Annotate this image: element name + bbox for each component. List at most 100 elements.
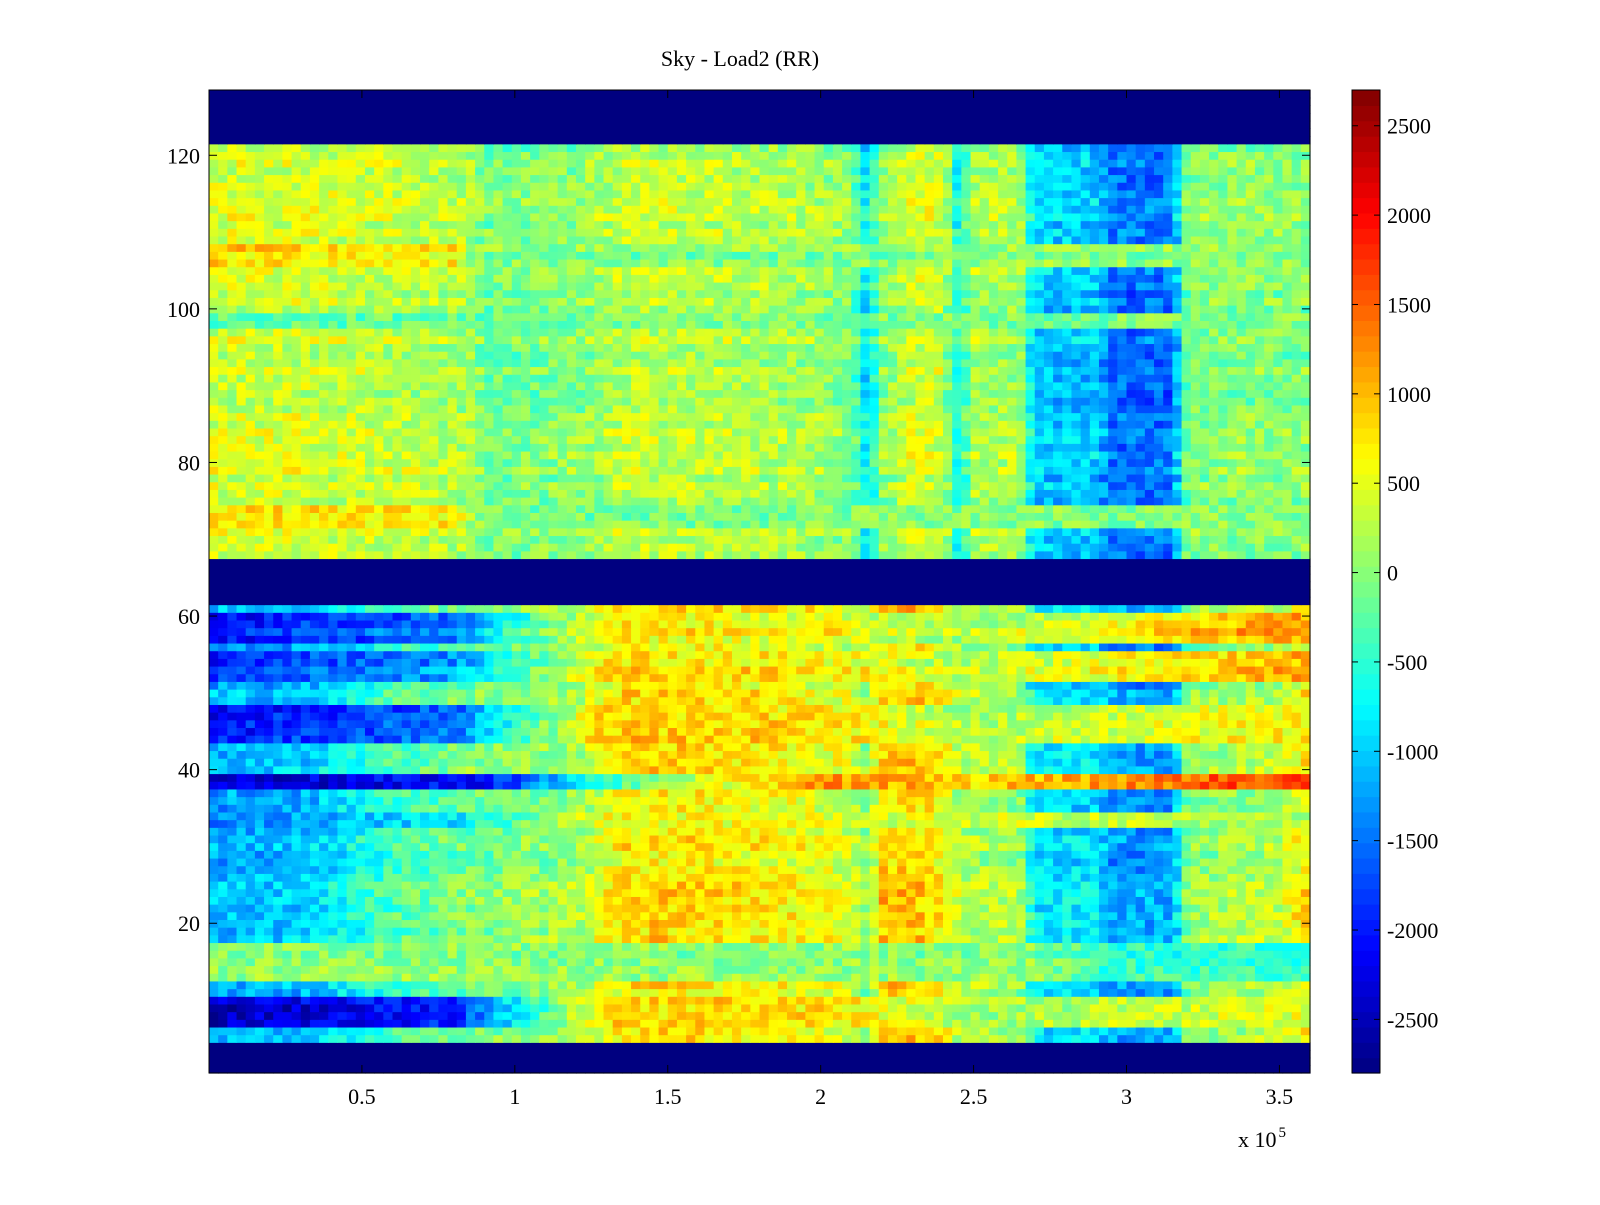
heatmap-cell [282, 1026, 293, 1036]
heatmap-cell [695, 857, 706, 867]
heatmap-cell [631, 865, 641, 874]
heatmap-cell [1062, 842, 1073, 851]
heatmap-cell [777, 888, 788, 897]
heatmap-cell [594, 850, 605, 859]
heatmap-cell [548, 865, 559, 874]
heatmap-cell [1218, 796, 1229, 805]
heatmap-cell [1227, 842, 1238, 851]
heatmap-cell [695, 973, 706, 982]
heatmap-cell [328, 973, 339, 982]
heatmap-cell [842, 1065, 852, 1074]
heatmap-cell [1034, 819, 1045, 828]
heatmap-cell [1163, 1011, 1173, 1020]
heatmap-cell [887, 996, 898, 1005]
heatmap-cell [1053, 873, 1063, 882]
heatmap-cell [970, 811, 981, 821]
heatmap-cell [1282, 996, 1293, 1005]
heatmap-cell [475, 857, 485, 867]
heatmap-cell [1273, 904, 1284, 913]
heatmap-cell [456, 1019, 467, 1028]
heatmap-cell [475, 888, 485, 897]
heatmap-cell [1181, 980, 1192, 990]
heatmap-cell [796, 996, 806, 1005]
heatmap-cell [1144, 881, 1155, 890]
heatmap-cell [585, 934, 595, 944]
heatmap-cell [429, 927, 439, 936]
heatmap-cell [1163, 1019, 1173, 1028]
heatmap-cell [447, 819, 458, 828]
heatmap-cell [759, 765, 770, 775]
heatmap-cell [667, 781, 678, 790]
heatmap-cell [869, 1057, 880, 1066]
heatmap-cell [520, 980, 531, 990]
heatmap-cell [988, 1019, 999, 1028]
heatmap-cell [530, 881, 540, 890]
heatmap-cell [1236, 796, 1247, 805]
heatmap-cell [667, 819, 678, 828]
heatmap-cell [1273, 988, 1284, 997]
heatmap-cell [273, 911, 284, 921]
heatmap-cell [566, 1049, 577, 1059]
heatmap-cell [961, 919, 972, 928]
heatmap-cell [420, 942, 430, 951]
heatmap-cell [1190, 811, 1201, 821]
heatmap-cell [1218, 1019, 1229, 1028]
heatmap-cell [777, 950, 788, 959]
heatmap-cell [1025, 758, 1036, 767]
heatmap-cell [897, 934, 907, 944]
heatmap-cell [1254, 980, 1265, 990]
heatmap-cell [823, 804, 834, 813]
heatmap-cell [924, 1057, 935, 1066]
heatmap-cell [401, 765, 412, 775]
heatmap-cell [465, 765, 476, 775]
heatmap-cell [979, 1065, 990, 1074]
heatmap-cell [722, 834, 733, 844]
heatmap-cell [264, 819, 274, 828]
heatmap-cell [1126, 973, 1137, 982]
heatmap-cell [1245, 888, 1256, 897]
heatmap-cell [878, 911, 889, 921]
heatmap-cell [309, 934, 320, 944]
heatmap-cell [1016, 1042, 1027, 1051]
heatmap-cell [851, 750, 862, 759]
heatmap-cell [456, 1003, 467, 1013]
heatmap-cell [484, 811, 495, 821]
heatmap-cell [649, 904, 660, 913]
heatmap-cell [328, 1003, 339, 1013]
heatmap-cell [869, 796, 880, 805]
heatmap-cell [842, 842, 852, 851]
heatmap-cell [704, 865, 715, 874]
heatmap-cell [897, 1034, 907, 1043]
heatmap-cell [731, 827, 742, 836]
heatmap-cell [475, 927, 485, 936]
heatmap-cell [741, 1026, 751, 1036]
heatmap-cell [236, 965, 247, 974]
heatmap-cell [649, 1011, 660, 1020]
heatmap-cell [511, 850, 522, 859]
heatmap-cell [713, 865, 724, 874]
heatmap-cell [750, 796, 761, 805]
heatmap-cell [1264, 904, 1274, 913]
heatmap-cell [768, 842, 779, 851]
heatmap-cell [952, 911, 962, 921]
heatmap-cell [631, 1011, 641, 1020]
heatmap-cell [759, 1019, 770, 1028]
heatmap-cell [741, 873, 751, 882]
heatmap-cell [603, 988, 614, 997]
heatmap-cell [309, 1049, 320, 1059]
heatmap-cell [851, 904, 862, 913]
heatmap-cell [1190, 765, 1201, 775]
heatmap-cell [640, 1019, 651, 1028]
heatmap-cell [686, 980, 696, 990]
heatmap-cell [887, 827, 898, 836]
heatmap-cell [309, 980, 320, 990]
heatmap-cell [337, 1003, 348, 1013]
heatmap-cell [640, 1034, 651, 1043]
heatmap-cell [282, 865, 293, 874]
heatmap-cell [686, 950, 696, 959]
heatmap-cell [878, 950, 889, 959]
heatmap-cell [805, 758, 816, 767]
heatmap-cell [530, 873, 540, 882]
heatmap-cell [594, 765, 605, 775]
heatmap-cell [484, 850, 495, 859]
